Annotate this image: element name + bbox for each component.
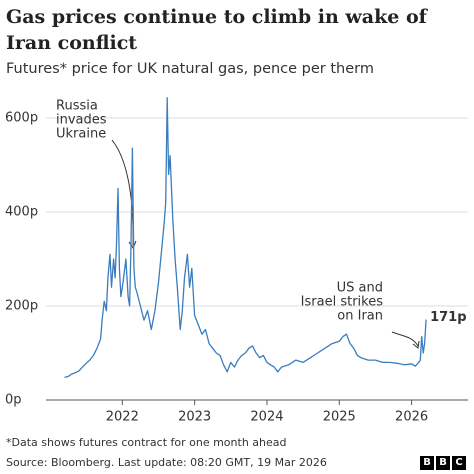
logo-letter: C [452, 456, 466, 470]
annotation: invades [56, 113, 107, 128]
footnote: *Data shows futures contract for one mon… [6, 436, 287, 449]
annotation: Ukraine [56, 127, 106, 142]
annotation-arrowhead [412, 340, 420, 349]
y-tick-label: 600p [5, 111, 38, 126]
y-tick-label: 400p [5, 205, 38, 220]
x-tick-label: 2023 [178, 410, 211, 425]
y-tick-label: 0p [5, 393, 22, 408]
annotation-arrowhead [128, 240, 137, 250]
x-tick-label: 2024 [250, 410, 283, 425]
y-tick-label: 200p [5, 299, 38, 314]
source: Source: Bloomberg. Last update: 08:20 GM… [6, 456, 327, 469]
annotation: Russia [56, 99, 98, 114]
annotation: Israel strikes [301, 295, 384, 310]
annotation: on Iran [337, 309, 383, 324]
logo: B B C [420, 456, 466, 470]
logo-letter: B [420, 456, 434, 470]
x-tick-label: 2025 [323, 410, 356, 425]
chart-title: Gas prices continue to climb in wake of … [6, 6, 427, 54]
x-tick-label: 2026 [395, 410, 428, 425]
x-tick-label: 2022 [106, 410, 139, 425]
chart-subtitle: Futures* price for UK natural gas, pence… [6, 61, 375, 77]
logo-letter: B [436, 456, 450, 470]
line-series [64, 97, 427, 379]
value-label: 171p [430, 310, 466, 325]
annotation: US and [337, 281, 383, 296]
annotation-arrow [391, 331, 419, 347]
annotation-arrow [111, 139, 134, 247]
